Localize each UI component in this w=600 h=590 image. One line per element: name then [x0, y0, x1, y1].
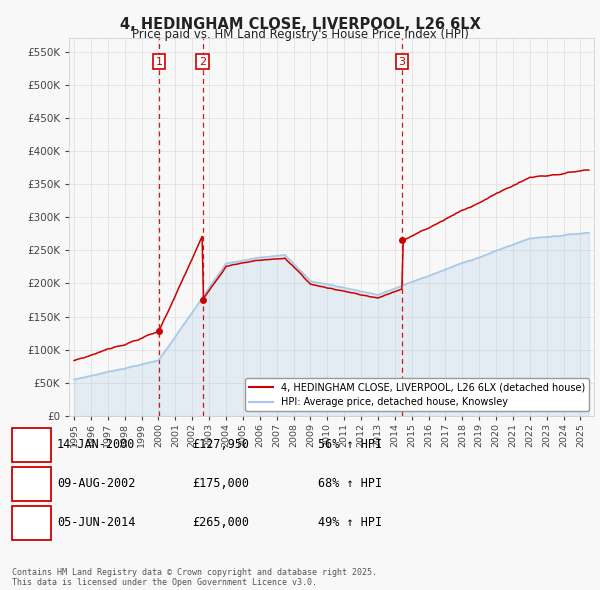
- Text: 68% ↑ HPI: 68% ↑ HPI: [318, 477, 382, 490]
- Text: 3: 3: [398, 57, 406, 67]
- Text: 2: 2: [199, 57, 206, 67]
- Text: Contains HM Land Registry data © Crown copyright and database right 2025.
This d: Contains HM Land Registry data © Crown c…: [12, 568, 377, 587]
- Legend: 4, HEDINGHAM CLOSE, LIVERPOOL, L26 6LX (detached house), HPI: Average price, det: 4, HEDINGHAM CLOSE, LIVERPOOL, L26 6LX (…: [245, 378, 589, 411]
- Text: £127,950: £127,950: [192, 438, 249, 451]
- Text: 4, HEDINGHAM CLOSE, LIVERPOOL, L26 6LX: 4, HEDINGHAM CLOSE, LIVERPOOL, L26 6LX: [119, 17, 481, 31]
- Text: 1: 1: [155, 57, 163, 67]
- Text: 09-AUG-2002: 09-AUG-2002: [57, 477, 136, 490]
- Text: 14-JAN-2000: 14-JAN-2000: [57, 438, 136, 451]
- Text: Price paid vs. HM Land Registry's House Price Index (HPI): Price paid vs. HM Land Registry's House …: [131, 28, 469, 41]
- Text: 1: 1: [28, 438, 35, 451]
- Text: £175,000: £175,000: [192, 477, 249, 490]
- Text: 05-JUN-2014: 05-JUN-2014: [57, 516, 136, 529]
- Text: 49% ↑ HPI: 49% ↑ HPI: [318, 516, 382, 529]
- Text: 56% ↑ HPI: 56% ↑ HPI: [318, 438, 382, 451]
- Text: £265,000: £265,000: [192, 516, 249, 529]
- Text: 2: 2: [28, 477, 35, 490]
- Text: 3: 3: [28, 516, 35, 529]
